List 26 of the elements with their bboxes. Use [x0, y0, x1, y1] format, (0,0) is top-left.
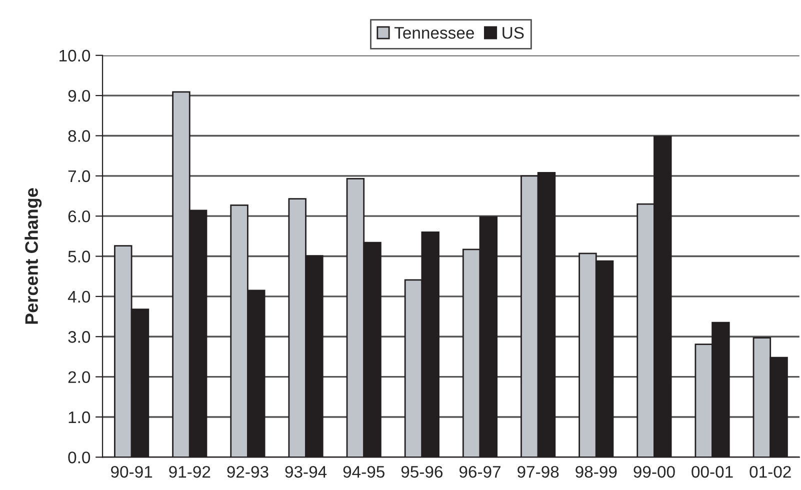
x-tick-label: 99-00 [634, 466, 675, 478]
y-tick-label: 3.0 [68, 331, 90, 343]
legend-label: US [502, 26, 524, 39]
y-tick-label: 5.0 [68, 250, 90, 262]
x-tick-label: 95-96 [401, 466, 443, 478]
y-tick-label: 2.0 [68, 371, 90, 384]
y-tick-label: 4.0 [68, 290, 90, 303]
y-axis-title: Percent Change [24, 188, 42, 324]
x-tick-label: 98-99 [576, 466, 617, 478]
y-tick-label: 6.0 [68, 210, 90, 222]
y-tick-label: 10.0 [60, 50, 90, 62]
x-tick-label: 90-91 [111, 466, 152, 478]
y-tick-label: 8.0 [68, 130, 90, 142]
y-tick-label: 0.0 [68, 452, 90, 464]
y-tick-label: 9.0 [68, 90, 90, 102]
x-tick-label: 91-92 [169, 466, 210, 478]
x-tick-label: 92-93 [227, 466, 268, 478]
x-tick-label: 93-94 [285, 466, 327, 478]
y-tick-label: 1.0 [68, 411, 90, 424]
x-tick-label: 00-01 [692, 466, 733, 478]
x-tick-label: 96-97 [459, 466, 500, 478]
x-tick-label: 97-98 [518, 466, 559, 478]
x-tick-label: 94-95 [343, 466, 384, 478]
x-tick-label: 01-02 [750, 466, 791, 478]
legend-label: Tennessee [394, 27, 474, 39]
y-tick-label: 7.0 [68, 170, 90, 182]
